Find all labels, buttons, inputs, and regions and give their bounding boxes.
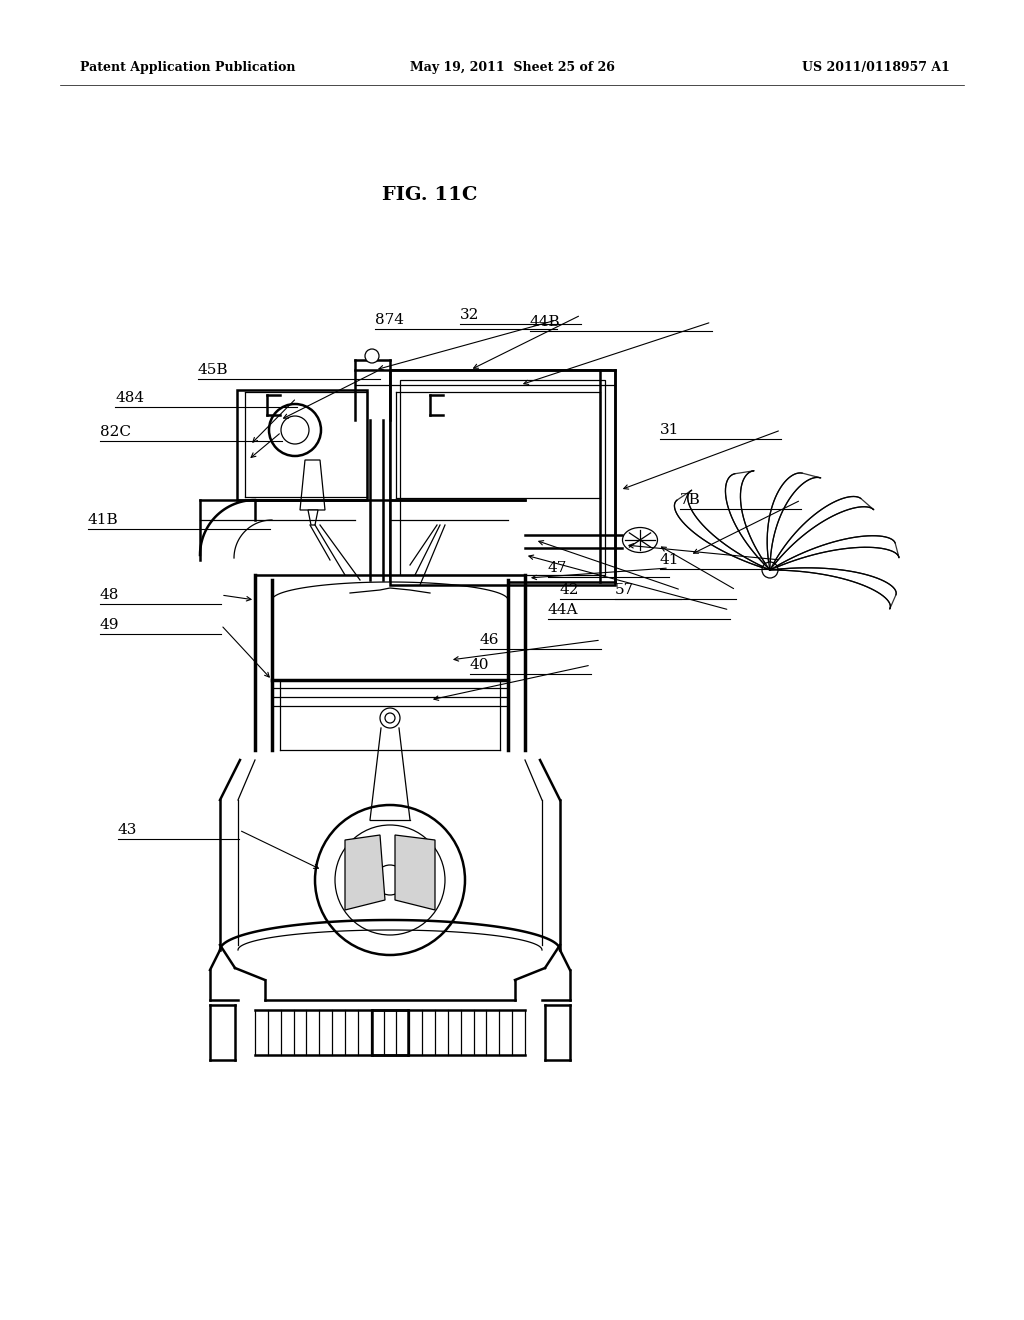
Polygon shape — [345, 836, 385, 909]
Text: 47: 47 — [548, 561, 567, 576]
Circle shape — [365, 348, 379, 363]
Polygon shape — [767, 473, 820, 570]
Polygon shape — [725, 471, 770, 570]
Polygon shape — [425, 459, 452, 510]
Polygon shape — [675, 490, 770, 570]
Text: 43: 43 — [118, 822, 137, 837]
Text: 45B: 45B — [198, 363, 228, 378]
Polygon shape — [395, 836, 435, 909]
Bar — [400, 380, 605, 576]
Circle shape — [375, 865, 406, 895]
Polygon shape — [770, 496, 873, 570]
Bar — [390, 370, 610, 579]
Text: 41: 41 — [660, 553, 680, 568]
Circle shape — [315, 805, 465, 954]
Circle shape — [762, 562, 778, 578]
Circle shape — [380, 708, 400, 729]
Text: 44B: 44B — [530, 315, 560, 329]
Text: Patent Application Publication: Patent Application Publication — [80, 62, 296, 74]
Polygon shape — [300, 459, 325, 510]
Ellipse shape — [623, 528, 657, 553]
Circle shape — [269, 404, 321, 455]
Polygon shape — [428, 510, 449, 525]
Text: 82C: 82C — [100, 425, 131, 440]
Polygon shape — [770, 568, 896, 609]
Bar — [390, 370, 615, 585]
Circle shape — [368, 818, 412, 862]
Text: FIG. 11C: FIG. 11C — [382, 186, 478, 205]
Circle shape — [385, 713, 395, 723]
Circle shape — [335, 825, 445, 935]
Polygon shape — [770, 536, 899, 570]
Text: 40: 40 — [470, 657, 489, 672]
Text: US 2011/0118957 A1: US 2011/0118957 A1 — [802, 62, 950, 74]
Text: 57: 57 — [615, 583, 634, 597]
Text: 49: 49 — [100, 618, 120, 632]
Text: 7B: 7B — [680, 492, 700, 507]
Text: 48: 48 — [100, 587, 120, 602]
Text: 31: 31 — [660, 422, 679, 437]
Polygon shape — [308, 510, 318, 525]
Bar — [237, 389, 367, 500]
Text: 41B: 41B — [88, 513, 119, 527]
Circle shape — [444, 416, 472, 444]
Circle shape — [378, 828, 402, 851]
Text: 32: 32 — [460, 308, 479, 322]
Text: 874: 874 — [375, 313, 404, 327]
Text: May 19, 2011  Sheet 25 of 26: May 19, 2011 Sheet 25 of 26 — [410, 62, 614, 74]
Circle shape — [432, 404, 484, 455]
Text: 42: 42 — [560, 583, 580, 597]
Text: 44A: 44A — [548, 603, 579, 616]
Text: 484: 484 — [115, 391, 144, 405]
Text: 46: 46 — [480, 634, 500, 647]
Circle shape — [281, 416, 309, 444]
